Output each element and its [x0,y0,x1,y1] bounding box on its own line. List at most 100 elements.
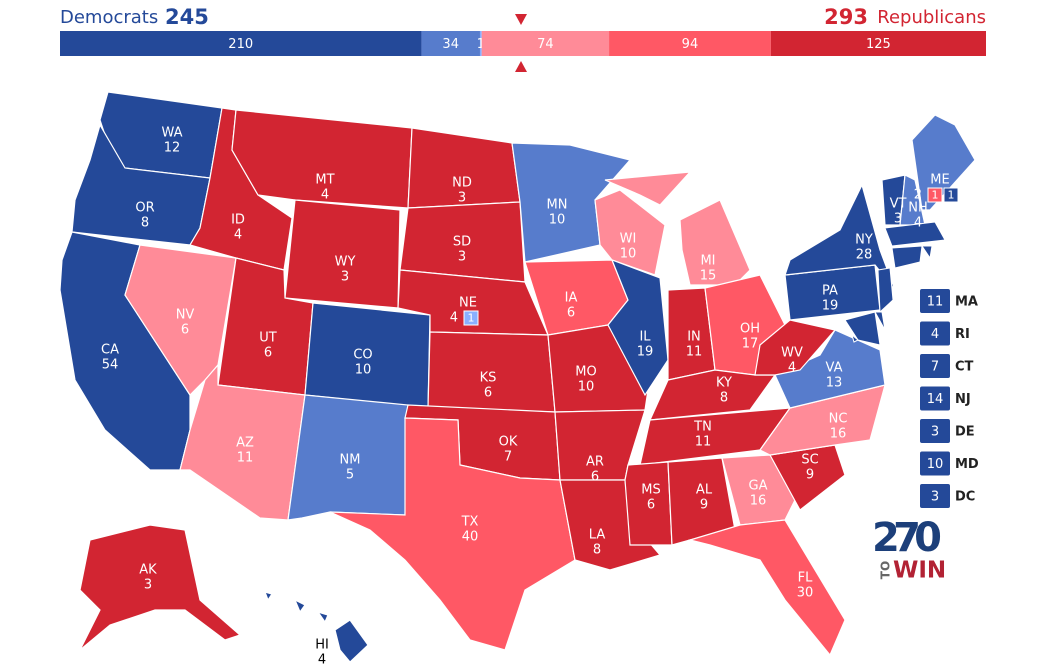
state-votes: 10 [549,213,566,228]
small-state-box [920,451,950,476]
state-abbr: IA [565,291,578,306]
small-state-votes: 7 [931,360,939,375]
state-votes: 16 [830,427,847,442]
state-shape [851,333,859,343]
small-state-votes: 3 [931,425,939,440]
state-shape [316,610,329,624]
state-shape [874,311,886,331]
state-votes: 6 [591,470,599,485]
state-votes: 3 [894,212,902,227]
state-votes: 6 [647,498,655,513]
logo-to: TO [879,561,893,579]
state-abbr: NV [176,308,195,323]
state-votes: 4 [450,311,458,326]
state-votes: 11 [686,345,703,360]
state-shape [921,245,933,260]
state-shape [774,329,886,409]
state-votes: 3 [458,191,466,206]
district-votes: 1 [948,189,955,202]
state-shape [264,591,273,602]
state-abbr: KY [716,376,732,391]
state-abbr: OR [135,201,154,216]
bar-segment [421,31,480,56]
district-votes: 1 [468,312,475,325]
state-votes: 15 [700,269,717,284]
small-state-votes: 3 [931,490,939,505]
tally-bar: 210 34 1 74 94 125 [60,31,986,56]
small-state-votes: 4 [931,327,939,342]
state-votes: 10 [355,363,372,378]
state-abbr: SD [453,235,471,250]
bar-label: 210 [228,37,253,52]
state-shape [877,267,894,314]
state-abbr: NE [459,296,477,311]
state-shape [687,519,846,657]
state-shape [624,461,673,546]
state-shape [604,171,692,206]
small-state-abbr: MD [955,457,979,472]
state-shape [79,524,242,651]
state-abbr: SC [801,453,818,468]
small-state-abbr: MA [955,295,978,310]
bar-segment [481,31,610,56]
state-abbr: AR [586,455,604,470]
state-shape [293,598,306,614]
state-votes: 12 [164,141,181,156]
state-votes: 13 [826,376,843,391]
midpoint-marker [515,61,527,72]
state-votes: 16 [750,494,767,509]
state-abbr: WY [335,255,356,270]
small-state-box [920,321,950,346]
bar-segment [479,31,482,56]
state-abbr: UT [259,331,277,346]
bar-segment [60,31,422,56]
state-votes: 17 [742,337,759,352]
state-votes: 28 [856,248,873,263]
state-abbr: OK [499,435,518,450]
state-abbr: MI [700,254,715,269]
state-votes: 5 [346,468,354,483]
state-votes: 4 [914,216,922,231]
state-votes: 10 [620,247,637,262]
state-abbr: WI [620,232,637,247]
small-state-votes: 10 [927,457,944,472]
state-abbr: NM [340,453,361,468]
state-shapes [59,91,976,663]
rep-label: Republicans [877,7,986,28]
state-votes: 4 [321,188,329,203]
state-abbr: IL [639,330,651,345]
state-shape [594,189,666,276]
state-abbr: IN [687,330,701,345]
district-box [463,310,479,326]
state-votes: 2 [914,188,922,203]
state-abbr: WA [161,126,182,141]
bar-label: 74 [537,37,554,52]
rep-total: 293 [824,5,868,29]
state-votes: 30 [797,586,814,601]
bar-segment [770,31,986,56]
bar-label: 1 [477,37,485,52]
state-abbr: KS [480,371,497,386]
bar-label: 34 [442,37,459,52]
state-votes: 3 [341,270,349,285]
state-votes: 3 [458,250,466,265]
logo-number: 270 [872,515,942,561]
state-abbr: NH [908,201,928,216]
state-abbr: HI [315,638,329,653]
midpoint-marker [515,14,527,25]
state-votes: 9 [700,498,708,513]
state-votes: 11 [695,435,712,450]
small-state-votes: 11 [927,295,944,310]
state-abbr: TN [693,420,712,435]
state-votes: 8 [141,216,149,231]
district-votes: 1 [932,189,939,202]
state-abbr: ME [930,173,949,188]
state-shape [844,311,881,346]
state-abbr: CO [353,348,372,363]
small-state-box [920,419,950,443]
state-abbr: MS [641,483,660,498]
state-votes: 4 [318,653,326,668]
state-votes: 3 [144,578,152,593]
state-votes: 4 [234,228,242,243]
small-state-box [920,289,950,313]
